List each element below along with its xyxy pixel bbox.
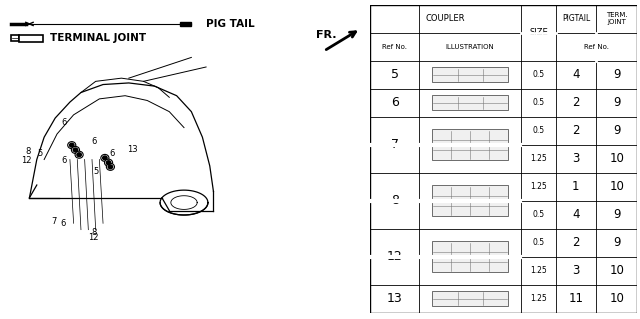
- Text: Ref No.: Ref No.: [382, 44, 407, 50]
- Text: TERM.
JOINT: TERM. JOINT: [606, 12, 627, 25]
- Text: 8: 8: [390, 194, 399, 207]
- Text: 13: 13: [127, 145, 138, 154]
- Bar: [19, 35, 43, 42]
- Text: 12: 12: [21, 156, 32, 165]
- Text: 1.25: 1.25: [530, 294, 547, 303]
- Text: 9: 9: [613, 68, 620, 81]
- Bar: [432, 185, 508, 216]
- Text: 1: 1: [572, 180, 580, 193]
- Text: FR.: FR.: [317, 30, 337, 40]
- Text: 7: 7: [52, 217, 57, 226]
- Bar: [11, 35, 19, 41]
- Text: 11: 11: [568, 292, 584, 305]
- Text: 2: 2: [572, 236, 580, 249]
- Text: 9: 9: [613, 208, 620, 221]
- Text: 6: 6: [61, 156, 67, 165]
- Circle shape: [101, 154, 109, 161]
- Text: 2: 2: [572, 124, 580, 137]
- Text: 6: 6: [391, 96, 399, 109]
- Circle shape: [108, 165, 113, 169]
- Bar: [432, 67, 508, 82]
- Text: Ref No.: Ref No.: [584, 44, 609, 50]
- Text: 1.25: 1.25: [530, 266, 547, 275]
- Text: 1.25: 1.25: [530, 182, 547, 191]
- Text: 3: 3: [572, 152, 580, 165]
- Text: 0.5: 0.5: [532, 70, 545, 79]
- Text: 4: 4: [572, 68, 580, 81]
- Circle shape: [106, 163, 115, 170]
- Text: 0.5: 0.5: [532, 98, 545, 107]
- Bar: [432, 291, 508, 306]
- Text: 2: 2: [572, 96, 580, 109]
- Text: PIG TAIL: PIG TAIL: [206, 19, 255, 29]
- Circle shape: [70, 143, 74, 147]
- Text: 10: 10: [609, 292, 624, 305]
- Text: 0.5: 0.5: [532, 126, 545, 135]
- Circle shape: [106, 161, 111, 165]
- Text: 10: 10: [609, 180, 624, 193]
- Text: 10: 10: [609, 264, 624, 277]
- Circle shape: [102, 156, 107, 160]
- Text: 6: 6: [61, 219, 66, 228]
- Circle shape: [72, 146, 79, 153]
- Circle shape: [73, 148, 77, 152]
- Text: 5: 5: [93, 167, 99, 176]
- Text: 8: 8: [25, 147, 30, 156]
- Text: 12: 12: [88, 234, 99, 242]
- Text: 9: 9: [613, 96, 620, 109]
- Text: 1.25: 1.25: [530, 154, 547, 163]
- Text: COUPLER: COUPLER: [426, 14, 465, 23]
- Bar: [432, 95, 508, 110]
- Text: PIGTAIL: PIGTAIL: [562, 14, 590, 23]
- Text: 13: 13: [387, 292, 403, 305]
- Text: SIZE: SIZE: [529, 28, 548, 37]
- Circle shape: [104, 159, 113, 166]
- Text: 6: 6: [109, 149, 115, 158]
- Bar: [180, 22, 191, 26]
- Circle shape: [75, 151, 83, 158]
- Text: ILLUSTRATION: ILLUSTRATION: [446, 44, 495, 50]
- Text: 10: 10: [609, 152, 624, 165]
- Bar: [432, 129, 508, 160]
- Text: 5: 5: [390, 68, 399, 81]
- Text: 0.5: 0.5: [532, 210, 545, 219]
- Text: 5: 5: [38, 149, 43, 158]
- Text: 7: 7: [390, 138, 399, 151]
- Circle shape: [77, 153, 81, 157]
- Text: 12: 12: [387, 250, 403, 263]
- Text: 6: 6: [61, 118, 67, 127]
- Text: 9: 9: [613, 124, 620, 137]
- Circle shape: [68, 142, 76, 149]
- Text: 0.5: 0.5: [532, 238, 545, 247]
- Bar: [432, 241, 508, 272]
- Text: 8: 8: [91, 228, 97, 237]
- Text: 4: 4: [572, 208, 580, 221]
- Text: 3: 3: [572, 264, 580, 277]
- Text: 6: 6: [91, 137, 97, 146]
- Text: 9: 9: [613, 236, 620, 249]
- Text: TERMINAL JOINT: TERMINAL JOINT: [50, 33, 146, 43]
